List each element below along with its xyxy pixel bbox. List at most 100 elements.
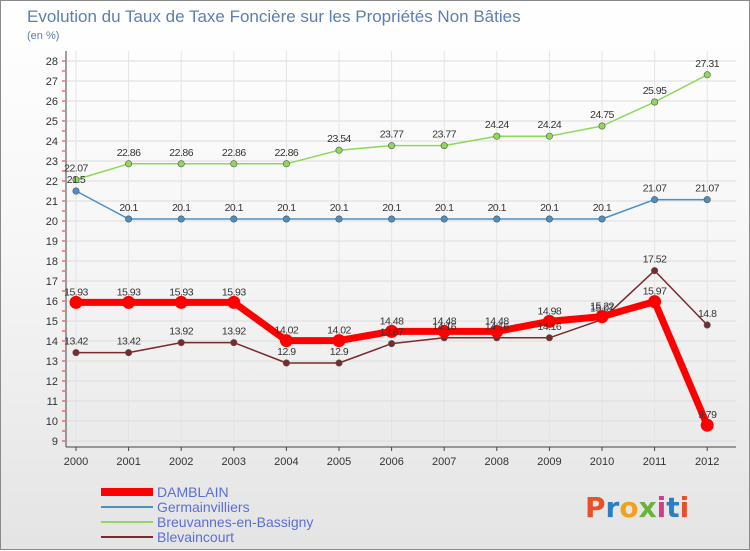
y-tick-label: 24 bbox=[46, 136, 58, 148]
data-label: 20.1 bbox=[119, 202, 138, 214]
data-label: 21.07 bbox=[643, 183, 667, 195]
data-label: 14.16 bbox=[432, 321, 456, 333]
data-point bbox=[332, 334, 346, 348]
data-point bbox=[651, 267, 659, 275]
data-label: 22.86 bbox=[117, 147, 141, 159]
x-tick-label: 2001 bbox=[116, 456, 140, 468]
data-label: 20.1 bbox=[277, 202, 296, 214]
data-point bbox=[282, 359, 290, 367]
logo-letter: P bbox=[585, 491, 606, 524]
legend-swatch bbox=[101, 506, 153, 508]
data-point bbox=[385, 324, 399, 338]
x-tick-label: 2002 bbox=[169, 456, 193, 468]
y-tick-label: 18 bbox=[46, 256, 58, 268]
data-point bbox=[493, 132, 501, 140]
data-label: 22.86 bbox=[222, 147, 246, 159]
data-point bbox=[230, 215, 238, 223]
y-tick-label: 13 bbox=[46, 356, 58, 368]
x-tick-label: 2005 bbox=[327, 456, 351, 468]
data-label: 13.92 bbox=[169, 326, 193, 338]
data-label: 15.97 bbox=[643, 286, 667, 298]
data-point bbox=[72, 176, 80, 184]
data-point bbox=[703, 321, 711, 329]
data-label: 14.02 bbox=[327, 325, 351, 337]
data-point bbox=[598, 215, 606, 223]
x-tick-label: 2007 bbox=[432, 456, 456, 468]
y-tick-label: 14 bbox=[46, 336, 58, 348]
data-point bbox=[648, 295, 662, 309]
data-label: 20.1 bbox=[540, 202, 559, 214]
data-label: 20.1 bbox=[330, 202, 349, 214]
data-point bbox=[545, 215, 553, 223]
x-tick-label: 2011 bbox=[643, 456, 667, 468]
data-point bbox=[335, 215, 343, 223]
logo-letter: r bbox=[605, 491, 620, 524]
data-point bbox=[651, 196, 659, 204]
data-label: 24.75 bbox=[590, 109, 614, 121]
data-point bbox=[490, 324, 504, 338]
y-tick-label: 23 bbox=[46, 156, 58, 168]
logo-letter: i bbox=[656, 491, 667, 524]
y-tick-label: 12 bbox=[46, 376, 58, 388]
x-tick-label: 2012 bbox=[695, 456, 719, 468]
data-point bbox=[279, 334, 293, 348]
data-point bbox=[388, 340, 396, 348]
data-label: 14.8 bbox=[698, 308, 717, 320]
y-tick-label: 27 bbox=[46, 76, 58, 88]
legend-item: Breuvannes-en-Bassigny bbox=[101, 515, 401, 530]
legend-item: Germainvilliers bbox=[101, 500, 401, 515]
legend-label: Breuvannes-en-Bassigny bbox=[157, 514, 314, 530]
legend-item: DAMBLAIN bbox=[101, 485, 401, 500]
data-point bbox=[227, 295, 241, 309]
y-tick-label: 22 bbox=[46, 176, 58, 188]
data-point bbox=[542, 314, 556, 328]
data-label: 20.1 bbox=[435, 202, 454, 214]
data-point bbox=[69, 295, 83, 309]
data-point bbox=[388, 142, 396, 150]
data-point bbox=[174, 295, 188, 309]
data-label: 15.22 bbox=[590, 301, 614, 313]
data-label: 17.52 bbox=[643, 254, 667, 266]
x-tick-label: 2000 bbox=[64, 456, 88, 468]
x-tick-label: 2009 bbox=[537, 456, 561, 468]
data-point bbox=[440, 142, 448, 150]
data-label: 12.9 bbox=[330, 346, 349, 358]
data-label: 22.86 bbox=[169, 147, 193, 159]
data-point bbox=[437, 324, 451, 338]
y-tick-label: 11 bbox=[47, 396, 58, 408]
y-tick-label: 28 bbox=[46, 56, 58, 68]
y-tick-label: 15 bbox=[46, 316, 58, 328]
data-point bbox=[335, 146, 343, 154]
data-point bbox=[493, 215, 501, 223]
data-point bbox=[545, 334, 553, 342]
data-label: 23.77 bbox=[432, 129, 456, 141]
data-label: 20.1 bbox=[488, 202, 507, 214]
legend-label: Germainvilliers bbox=[157, 499, 250, 515]
data-label: 22.86 bbox=[275, 147, 299, 159]
data-point bbox=[598, 122, 606, 130]
y-tick-label: 20 bbox=[46, 216, 58, 228]
x-tick-label: 2003 bbox=[222, 456, 246, 468]
data-label: 15.93 bbox=[169, 286, 193, 298]
data-label: 20.1 bbox=[172, 202, 191, 214]
y-tick-label: 10 bbox=[46, 416, 58, 428]
y-tick-label: 19 bbox=[46, 236, 58, 248]
proxiti-logo: Proxiti bbox=[585, 491, 689, 524]
data-point bbox=[122, 295, 136, 309]
chart-title: Evolution du Taux de Taxe Foncière sur l… bbox=[27, 7, 521, 26]
y-tick-label: 25 bbox=[46, 116, 58, 128]
data-label: 25.95 bbox=[643, 85, 667, 97]
data-label: 20.1 bbox=[382, 202, 401, 214]
data-label: 15.93 bbox=[117, 286, 141, 298]
y-tick-label: 17 bbox=[46, 276, 58, 288]
legend-swatch bbox=[101, 521, 153, 523]
logo-letter: t bbox=[666, 491, 680, 524]
logo-letter: i bbox=[679, 491, 690, 524]
data-label: 13.87 bbox=[380, 327, 404, 339]
data-point bbox=[177, 160, 185, 168]
data-point bbox=[230, 160, 238, 168]
data-label: 24.24 bbox=[485, 119, 509, 131]
data-point bbox=[230, 339, 238, 347]
data-label: 12.9 bbox=[277, 346, 296, 358]
